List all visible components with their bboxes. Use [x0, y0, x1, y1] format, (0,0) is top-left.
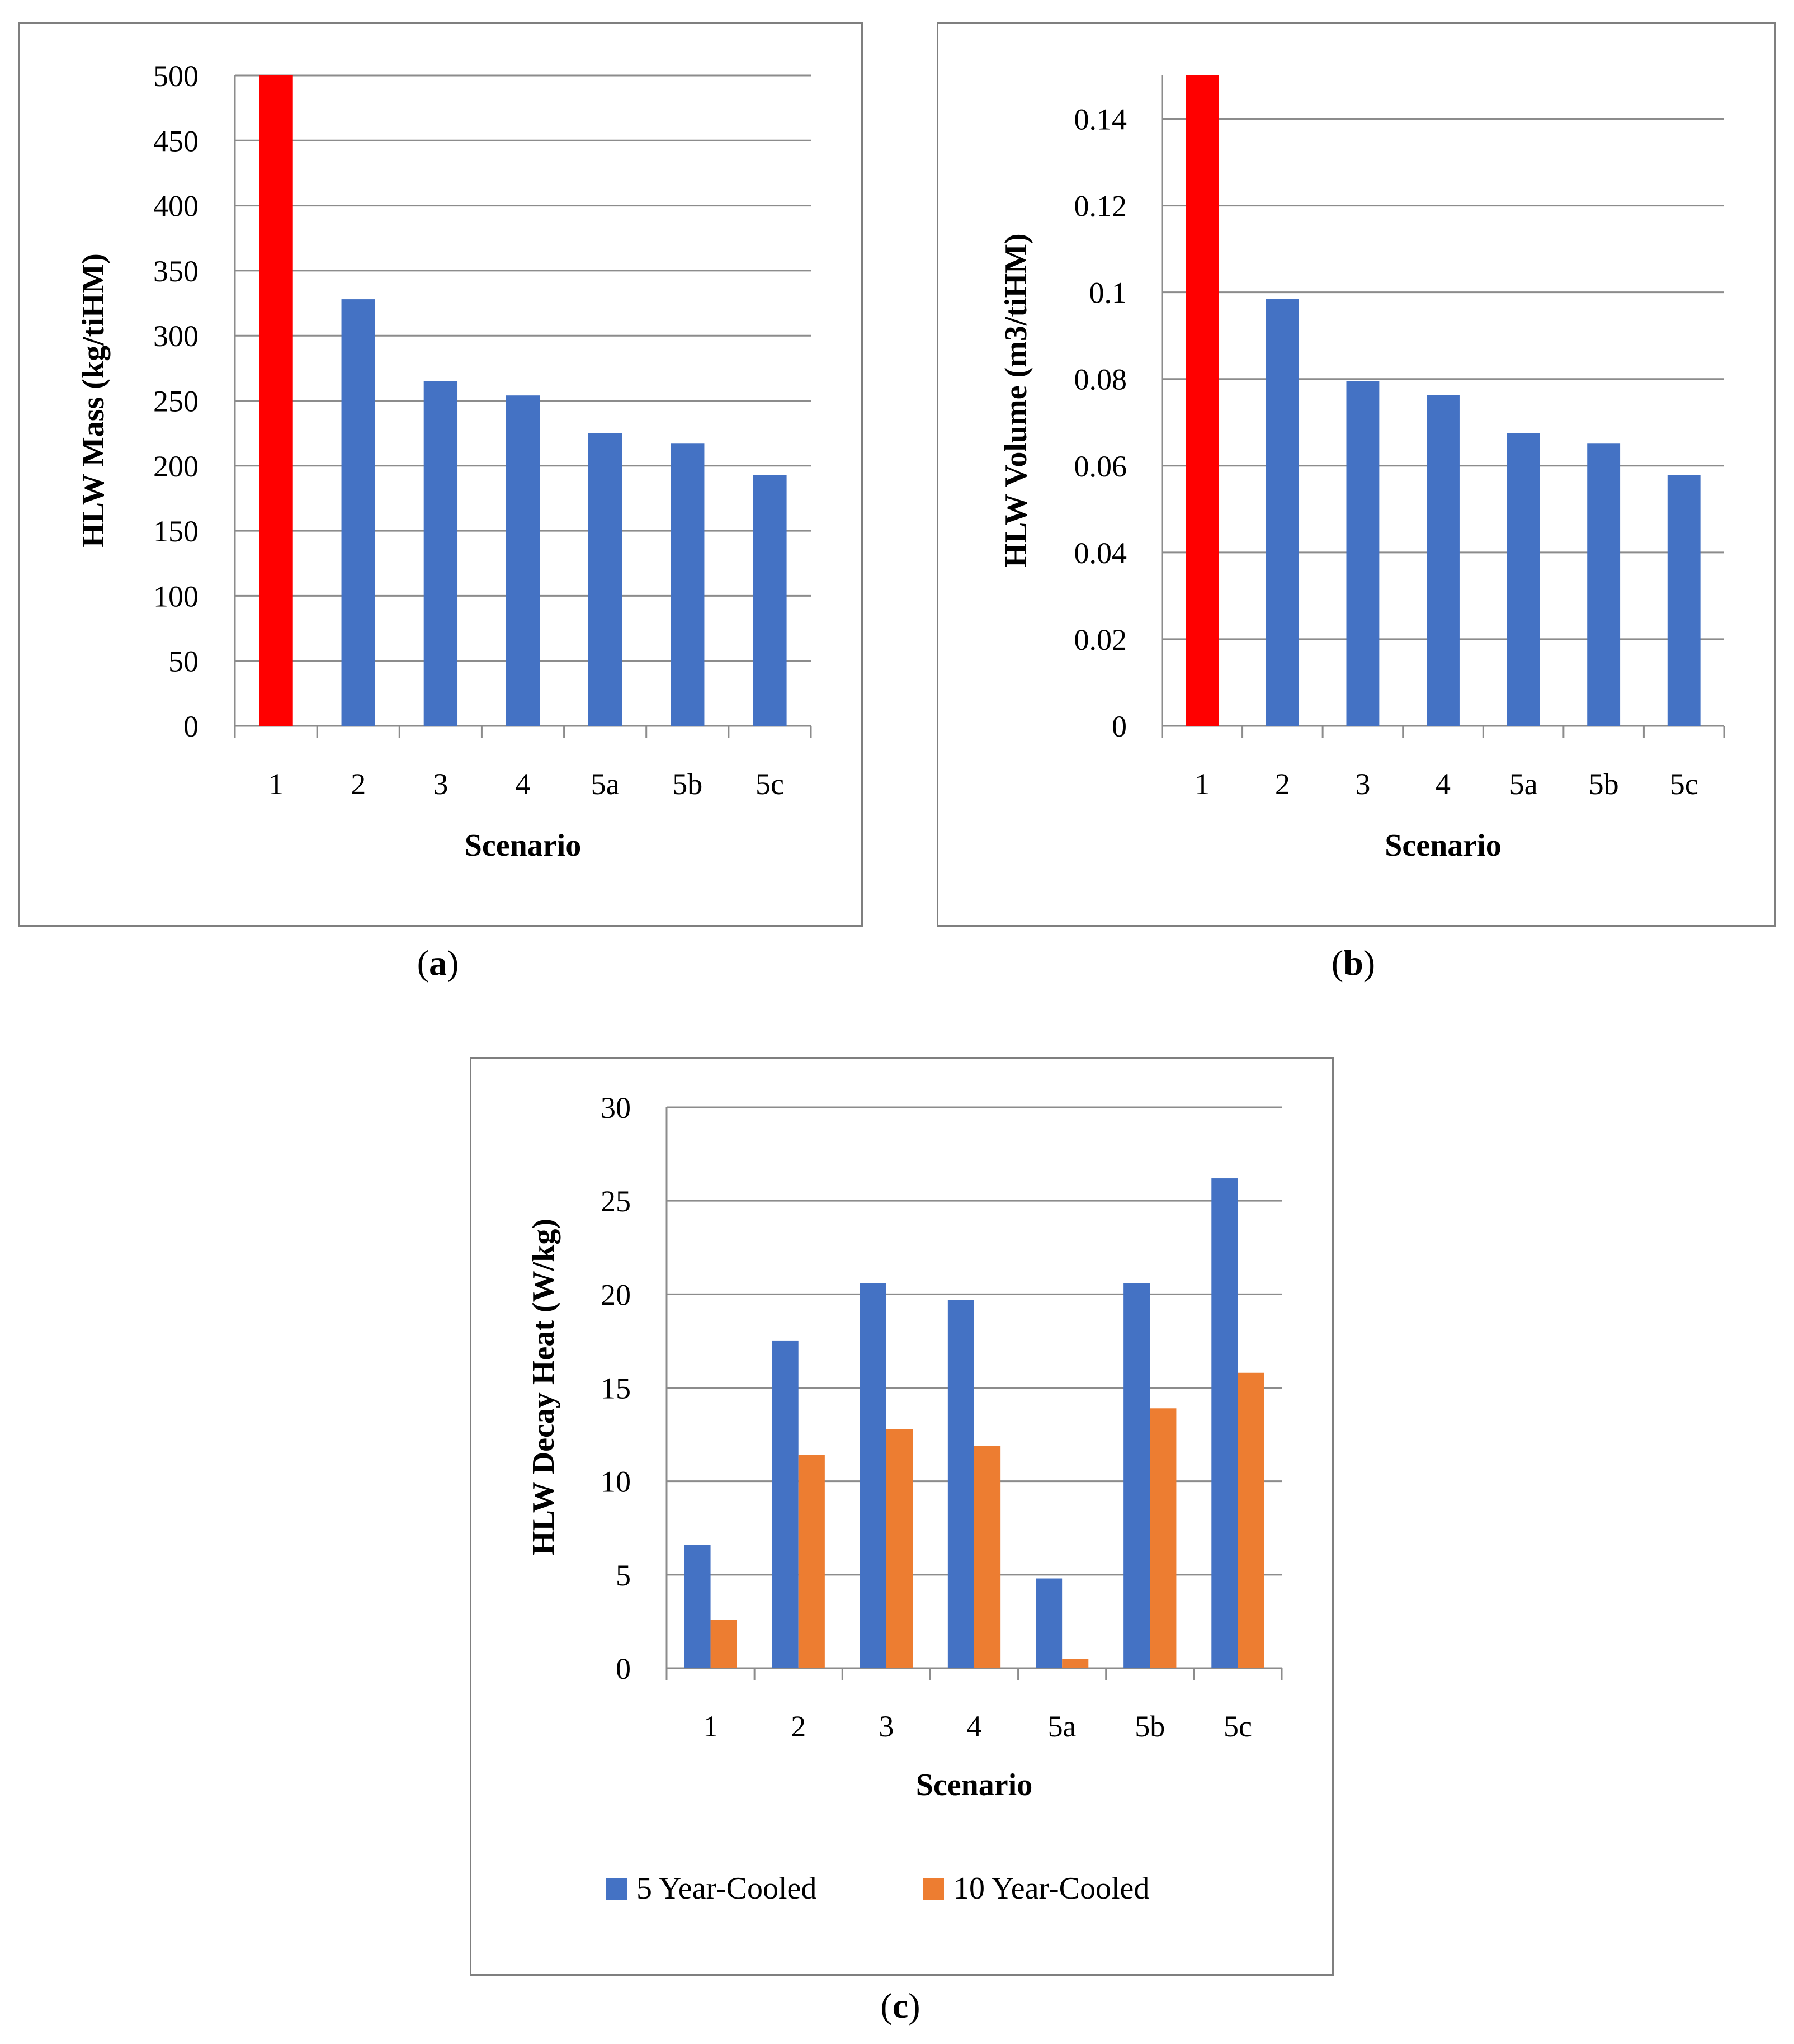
bar: [506, 395, 540, 726]
y-tick-label: 500: [153, 59, 199, 93]
bar: [671, 443, 705, 726]
category-label: 1: [1195, 767, 1210, 801]
y-tick-label: 0.1: [1089, 276, 1127, 310]
caption-b: (b): [1331, 943, 1376, 983]
caption-a: (a): [417, 943, 459, 983]
bar: [341, 299, 375, 726]
x-axis-title: Scenario: [1385, 828, 1501, 863]
bar: [1346, 381, 1380, 726]
category-label: 2: [351, 767, 366, 801]
category-label: 1: [703, 1710, 718, 1743]
y-tick-label: 0: [616, 1652, 631, 1686]
y-tick-label: 400: [153, 190, 199, 223]
y-tick-label: 300: [153, 319, 199, 353]
bar: [1036, 1578, 1063, 1668]
legend-swatch: [923, 1878, 944, 1900]
category-label: 4: [516, 767, 531, 801]
y-tick-label: 0.14: [1074, 103, 1127, 136]
category-label: 4: [1436, 767, 1451, 801]
y-tick-label: 25: [601, 1184, 631, 1218]
y-tick-label: 5: [616, 1559, 631, 1592]
category-label: 5c: [756, 767, 784, 801]
bar: [710, 1620, 737, 1668]
bar: [1062, 1659, 1089, 1668]
legend-swatch: [606, 1878, 627, 1900]
legend-label: 5 Year-Cooled: [636, 1871, 816, 1906]
y-tick-label: 350: [153, 254, 199, 288]
bar: [423, 381, 458, 726]
y-tick-label: 250: [153, 385, 199, 418]
category-label: 5a: [1509, 767, 1538, 801]
category-label: 5a: [591, 767, 620, 801]
y-tick-label: 0.08: [1074, 363, 1127, 396]
bar: [1667, 475, 1701, 726]
bar: [860, 1283, 886, 1668]
y-tick-label: 0.04: [1074, 536, 1127, 570]
bar: [1507, 433, 1540, 726]
legend-label: 10 Year-Cooled: [953, 1871, 1149, 1906]
category-label: 5c: [1670, 767, 1698, 801]
category-label: 5b: [672, 767, 702, 801]
bar: [684, 1545, 711, 1668]
x-axis-title: Scenario: [465, 828, 581, 863]
category-label: 2: [1275, 767, 1290, 801]
bar: [947, 1300, 974, 1668]
category-label: 5b: [1135, 1710, 1165, 1743]
bar: [753, 475, 787, 726]
y-tick-label: 0.06: [1074, 450, 1127, 483]
y-tick-label: 200: [153, 450, 199, 483]
y-axis-title: HLW Decay Heat (W/kg): [526, 1219, 561, 1555]
y-axis-title: HLW Mass (kg/tiHM): [76, 253, 111, 547]
y-axis-title: HLW Volume (m3/tiHM): [999, 233, 1033, 567]
bar: [1427, 395, 1460, 726]
bar: [259, 75, 293, 726]
bar: [1123, 1283, 1150, 1668]
category-label: 3: [433, 767, 448, 801]
caption-c: (c): [880, 1986, 920, 2026]
bar: [974, 1446, 1001, 1668]
y-tick-label: 10: [601, 1465, 631, 1499]
category-label: 2: [791, 1710, 806, 1743]
bar: [772, 1340, 799, 1668]
y-tick-label: 0.02: [1074, 623, 1127, 657]
bar: [1150, 1408, 1177, 1668]
bar: [1266, 299, 1299, 726]
category-label: 3: [879, 1710, 894, 1743]
y-tick-label: 20: [601, 1278, 631, 1311]
y-tick-label: 0.12: [1074, 190, 1127, 223]
category-label: 4: [967, 1710, 982, 1743]
bar: [1186, 75, 1219, 726]
category-label: 5c: [1224, 1710, 1252, 1743]
bar: [798, 1455, 825, 1668]
category-label: 3: [1355, 767, 1370, 801]
category-label: 5b: [1589, 767, 1619, 801]
bar: [1238, 1372, 1264, 1668]
y-tick-label: 100: [153, 579, 199, 613]
bar: [886, 1429, 913, 1668]
y-tick-label: 150: [153, 514, 199, 548]
category-label: 5a: [1048, 1710, 1077, 1743]
y-tick-label: 450: [153, 124, 199, 158]
x-axis-title: Scenario: [916, 1768, 1032, 1802]
bar: [1211, 1178, 1238, 1668]
y-tick-label: 0: [1112, 710, 1127, 743]
category-label: 1: [268, 767, 284, 801]
y-tick-label: 0: [183, 710, 199, 743]
y-tick-label: 50: [168, 645, 199, 678]
bar: [1587, 443, 1621, 726]
bar: [588, 433, 622, 726]
y-tick-label: 15: [601, 1372, 631, 1405]
y-tick-label: 30: [601, 1091, 631, 1125]
